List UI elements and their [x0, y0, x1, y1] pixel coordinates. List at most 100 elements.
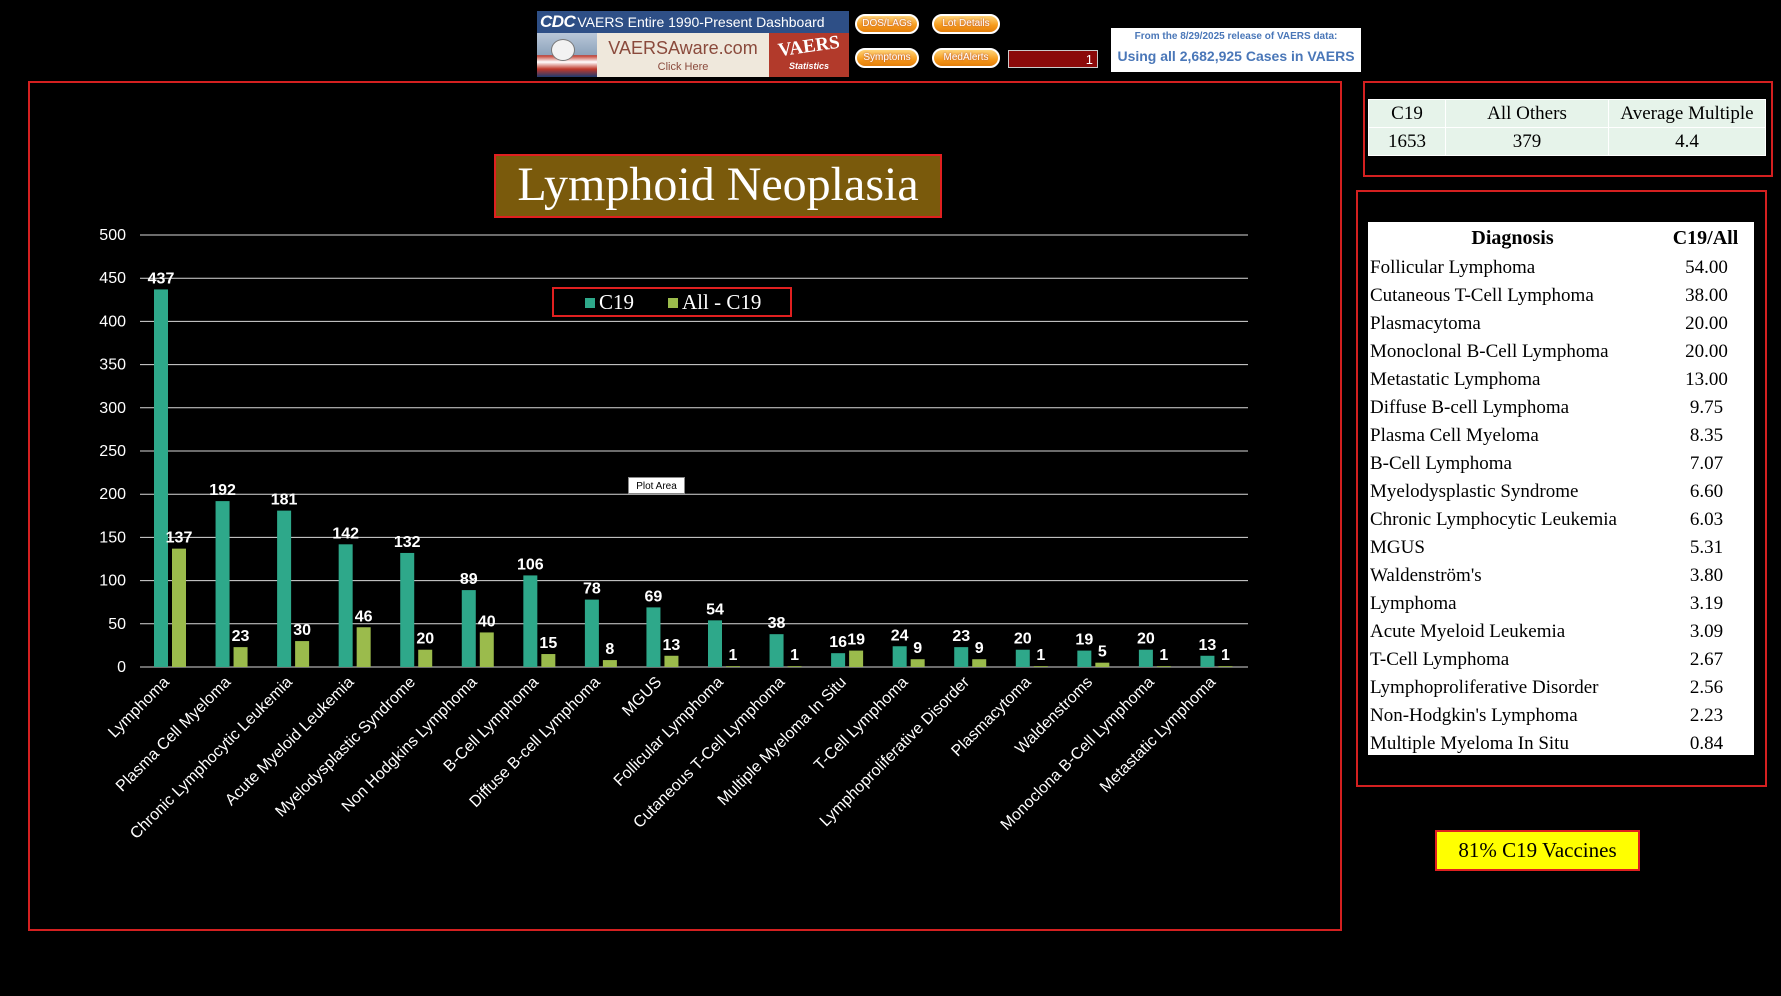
c19-percentage-badge: 81% C19 Vaccines — [1435, 830, 1640, 871]
diagnosis-row: Plasmacytoma 20.00 — [1368, 310, 1754, 338]
diagnosis-row: Waldenström's 3.80 — [1368, 562, 1754, 590]
ratio-header: C19/All — [1672, 226, 1739, 249]
plot-area-tooltip: Plot Area — [628, 477, 685, 494]
bar-c19 — [338, 544, 353, 667]
data-label-all-minus-c19: 19 — [847, 632, 865, 649]
bar-all-minus-c19 — [726, 666, 740, 667]
bar-all-minus-c19 — [1156, 666, 1171, 667]
diagnosis-frame — [1356, 190, 1767, 787]
lot-details-button[interactable]: Lot Details — [932, 14, 1000, 34]
symptoms-button[interactable]: Symptoms — [855, 48, 919, 68]
data-label-c19: 437 — [148, 270, 175, 287]
bar-all-minus-c19 — [172, 548, 186, 667]
summary-value-row: 1653 379 4.4 — [1368, 127, 1766, 156]
legend-item-all-minus-c19: All - C19 — [668, 289, 761, 315]
diagnosis-name: Plasma Cell Myeloma — [1370, 425, 1539, 446]
bar-all-minus-c19 — [972, 659, 987, 667]
diagnosis-name: Cutaneous T-Cell Lymphoma — [1370, 285, 1594, 306]
bar-c19 — [1015, 649, 1030, 667]
diagnosis-name: Acute Myeloid Leukemia — [1370, 621, 1566, 642]
diagnosis-ratio: 2.67 — [1689, 649, 1724, 670]
data-label-c19: 38 — [768, 615, 786, 632]
diagnosis-ratio: 54.00 — [1685, 257, 1728, 278]
y-tick-label: 400 — [99, 313, 126, 330]
vaersaware-link[interactable]: VAERSAware.com Click Here — [597, 33, 769, 77]
bar-c19 — [523, 575, 538, 667]
diagnosis-row: Diffuse B-cell Lymphoma 9.75 — [1368, 394, 1754, 422]
chart-title: Lymphoid Neoplasia — [494, 154, 942, 218]
diagnosis-ratio: 3.09 — [1689, 621, 1724, 642]
diagnosis-ratio: 2.23 — [1689, 705, 1724, 726]
bar-c19 — [1138, 649, 1153, 667]
bar-all-minus-c19 — [849, 650, 864, 667]
diagnosis-row: Acute Myeloid Leukemia 3.09 — [1368, 618, 1754, 646]
bar-all-minus-c19 — [356, 627, 371, 667]
bar-all-minus-c19 — [602, 660, 617, 667]
bar-c19 — [277, 510, 292, 667]
data-label-c19: 13 — [1199, 637, 1217, 654]
diagnosis-row: Monoclonal B-Cell Lymphoma 20.00 — [1368, 338, 1754, 366]
diagnosis-name: B-Cell Lymphoma — [1370, 453, 1512, 474]
diagnosis-ratio: 6.60 — [1689, 481, 1724, 502]
bar-all-minus-c19 — [295, 641, 310, 667]
diagnosis-name: Follicular Lymphoma — [1370, 257, 1536, 278]
diagnosis-name: Chronic Lymphocytic Leukemia — [1370, 509, 1617, 530]
dos-lags-button[interactable]: DOS/LAGs — [855, 14, 919, 34]
legend-label-c19: C19 — [599, 290, 635, 314]
data-label-c19: 24 — [891, 627, 909, 644]
summary-header-c19: C19 — [1368, 99, 1446, 128]
data-label-all-minus-c19: 30 — [293, 622, 311, 639]
legend-swatch-c19 — [585, 298, 595, 308]
data-label-all-minus-c19: 40 — [478, 613, 496, 630]
diagnosis-name: Plasmacytoma — [1370, 313, 1481, 334]
data-label-c19: 78 — [583, 581, 601, 598]
eagle-flag-icon — [537, 33, 597, 77]
bar-c19 — [831, 653, 846, 667]
bar-c19 — [215, 501, 230, 667]
data-label-all-minus-c19: 1 — [1159, 647, 1168, 664]
category-label: Acute Myeloid Leukemia — [222, 674, 357, 809]
medalerts-button[interactable]: MedAlerts — [932, 48, 1000, 68]
data-label-c19: 89 — [460, 571, 478, 588]
data-label-c19: 142 — [332, 525, 359, 542]
data-label-all-minus-c19: 1 — [729, 647, 738, 664]
diagnosis-header: Diagnosis — [1471, 226, 1554, 249]
diagnosis-ratio: 0.84 — [1689, 733, 1724, 754]
dashboard-link[interactable]: CDC VAERS Entire 1990-Present Dashboard — [537, 11, 849, 33]
data-label-all-minus-c19: 13 — [663, 637, 681, 654]
summary-header-all-others: All Others — [1445, 99, 1609, 128]
data-label-all-minus-c19: 8 — [605, 641, 614, 658]
data-label-all-minus-c19: 20 — [416, 631, 434, 648]
legend-label-all-minus-c19: All - C19 — [682, 290, 762, 314]
diagnosis-name: Multiple Myeloma In Situ — [1370, 733, 1569, 754]
bar-all-minus-c19 — [541, 654, 556, 667]
vaersaware-label: VAERSAware.com — [608, 38, 758, 58]
bar-c19 — [646, 607, 661, 667]
chart-legend: C19 All - C19 — [552, 287, 792, 317]
diagnosis-ratio: 20.00 — [1685, 313, 1728, 334]
category-label: Plasma Cell Myeloma — [113, 674, 234, 795]
diagnosis-row: Multiple Myeloma In Situ 0.84 — [1368, 730, 1754, 758]
diagnosis-ratio: 7.07 — [1689, 453, 1724, 474]
diagnosis-ratio: 5.31 — [1689, 537, 1724, 558]
diagnosis-ratio: 8.35 — [1689, 425, 1724, 446]
data-label-c19: 181 — [271, 492, 298, 509]
data-label-all-minus-c19: 46 — [355, 608, 373, 625]
bar-c19 — [769, 634, 784, 667]
diagnosis-row: MGUS 5.31 — [1368, 534, 1754, 562]
data-label-all-minus-c19: 9 — [913, 640, 922, 657]
category-label: Metastatic Lymphoma — [1097, 674, 1219, 796]
summary-table: C19 All Others Average Multiple 1653 379… — [1368, 99, 1766, 156]
y-tick-label: 250 — [99, 443, 126, 460]
vaers-statistics-badge[interactable]: VAERS Statistics — [769, 32, 849, 77]
page-number-input[interactable] — [1008, 50, 1098, 68]
summary-frame — [1363, 81, 1773, 177]
data-label-c19: 69 — [645, 588, 663, 605]
summary-value-all-others: 379 — [1445, 127, 1609, 156]
y-tick-label: 0 — [117, 659, 126, 676]
diagnosis-row: Myelodysplastic Syndrome 6.60 — [1368, 478, 1754, 506]
data-label-c19: 54 — [706, 601, 724, 618]
category-label: Follicular Lymphoma — [611, 674, 727, 790]
diagnosis-name: Waldenström's — [1370, 565, 1482, 586]
bar-c19 — [461, 590, 476, 667]
